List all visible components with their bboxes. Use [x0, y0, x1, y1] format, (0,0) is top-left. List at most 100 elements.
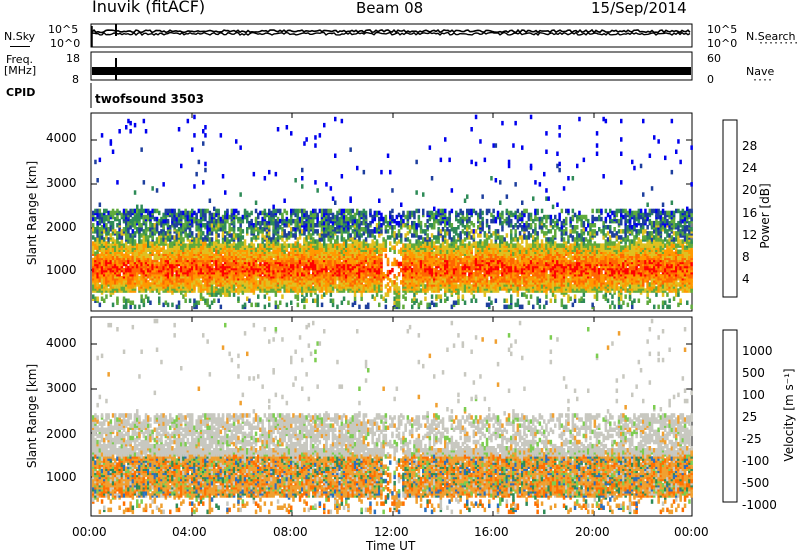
noise-search-series: [91, 31, 691, 36]
scatter-cell: [204, 249, 207, 254]
scatter-cell: [386, 288, 390, 293]
scatter-cell: [323, 208, 326, 214]
scatter-cell: [318, 241, 322, 246]
scatter-cell: [162, 265, 165, 271]
scatter-cell: [386, 282, 390, 287]
scatter-cell: [122, 280, 126, 285]
scatter-cell: [142, 235, 146, 240]
freq-unit-label: [MHz]: [4, 64, 37, 77]
scatter-cell: [210, 237, 214, 242]
scatter-cell: [435, 280, 438, 285]
scatter-cell: [210, 218, 214, 224]
scatter-cell: [380, 216, 383, 222]
power-y-tick-label: 4000: [46, 131, 77, 145]
scatter-cell: [347, 220, 350, 226]
scatter-cell: [122, 243, 126, 248]
scatter-cell: [92, 227, 95, 232]
scatter-cell: [263, 176, 267, 181]
scatter-cell: [413, 265, 416, 271]
scatter-cell: [204, 235, 207, 240]
scatter-cell: [437, 231, 440, 236]
scatter-cell: [307, 265, 311, 271]
velocity-colorbar-tick: 1000: [742, 344, 773, 358]
scatter-cell: [424, 223, 427, 228]
scatter-cell: [195, 304, 198, 310]
scatter-cell: [450, 304, 454, 310]
scatter-cell: [433, 241, 436, 246]
scatter-cell: [408, 210, 412, 216]
scatter-cell: [408, 253, 412, 259]
scatter-cell: [191, 212, 194, 218]
scatter-cell: [356, 218, 359, 224]
scatter-cell: [116, 180, 119, 185]
scatter-cell: [314, 208, 317, 214]
scatter-cell: [347, 247, 350, 252]
scatter-cell: [345, 265, 348, 271]
scatter-cell: [158, 280, 161, 285]
scatter-cell: [147, 214, 150, 220]
scatter-cell: [268, 169, 271, 175]
scatter-cell: [140, 294, 143, 299]
scatter-cell: [204, 167, 207, 173]
scatter-cell: [259, 225, 262, 230]
scatter-cell: [147, 243, 150, 248]
scatter-cell: [142, 247, 146, 252]
scatter-cell: [120, 229, 124, 234]
scatter-cell: [127, 276, 130, 281]
scatter-cell: [413, 243, 416, 248]
scatter-cell: [331, 212, 335, 218]
cpid-label: CPID: [6, 86, 36, 99]
scatter-cell: [122, 214, 126, 220]
scatter-cell: [345, 278, 348, 283]
scatter-cell: [413, 296, 416, 301]
scatter-cell: [147, 296, 150, 301]
scatter-cell: [138, 220, 141, 226]
scatter-cell: [290, 259, 293, 265]
scatter-cell: [371, 229, 374, 234]
scatter-cell: [426, 282, 429, 287]
scatter-cell: [147, 208, 150, 214]
scatter-cell: [320, 247, 324, 252]
scatter-cell: [191, 231, 194, 236]
scatter-cell: [232, 233, 236, 238]
scatter-cell: [384, 298, 388, 303]
scatter-cell: [380, 294, 383, 299]
scatter-cell: [358, 210, 361, 216]
scatter-cell: [294, 282, 297, 287]
scatter-cell: [184, 298, 187, 303]
scatter-cell: [298, 208, 302, 214]
scatter-cell: [221, 227, 225, 232]
scatter-cell: [140, 298, 143, 303]
scatter-cell: [358, 272, 361, 277]
scatter-cell: [362, 208, 366, 214]
scatter-cell: [94, 237, 97, 242]
scatter-cell: [248, 220, 251, 226]
scatter-cell: [373, 235, 377, 240]
scatter-cell: [221, 174, 225, 179]
noise-panel-frame: [90, 23, 693, 48]
scatter-cell: [274, 304, 278, 310]
scatter-cell: [230, 212, 234, 218]
scatter-cell: [415, 159, 418, 165]
scatter-cell: [265, 243, 269, 248]
scatter-cell: [166, 243, 170, 248]
scatter-cell: [202, 212, 205, 218]
scatter-cell: [378, 198, 381, 203]
scatter-cell: [279, 300, 282, 305]
scatter-cell: [191, 243, 194, 248]
scatter-cell: [199, 218, 203, 224]
scatter-cell: [237, 237, 240, 242]
scatter-cell: [314, 143, 317, 148]
scatter-cell: [312, 231, 315, 236]
scatter-cell: [221, 249, 225, 254]
scatter-cell: [155, 253, 159, 259]
scatter-cell: [369, 208, 372, 214]
scatter-cell: [294, 212, 297, 218]
scatter-cell: [197, 159, 201, 165]
scatter-cell: [272, 259, 275, 265]
scatter-cell: [206, 298, 209, 303]
scatter-cell: [195, 263, 198, 269]
scatter-cell: [105, 259, 108, 265]
scatter-cell: [369, 267, 372, 273]
scatter-cell: [160, 253, 163, 259]
